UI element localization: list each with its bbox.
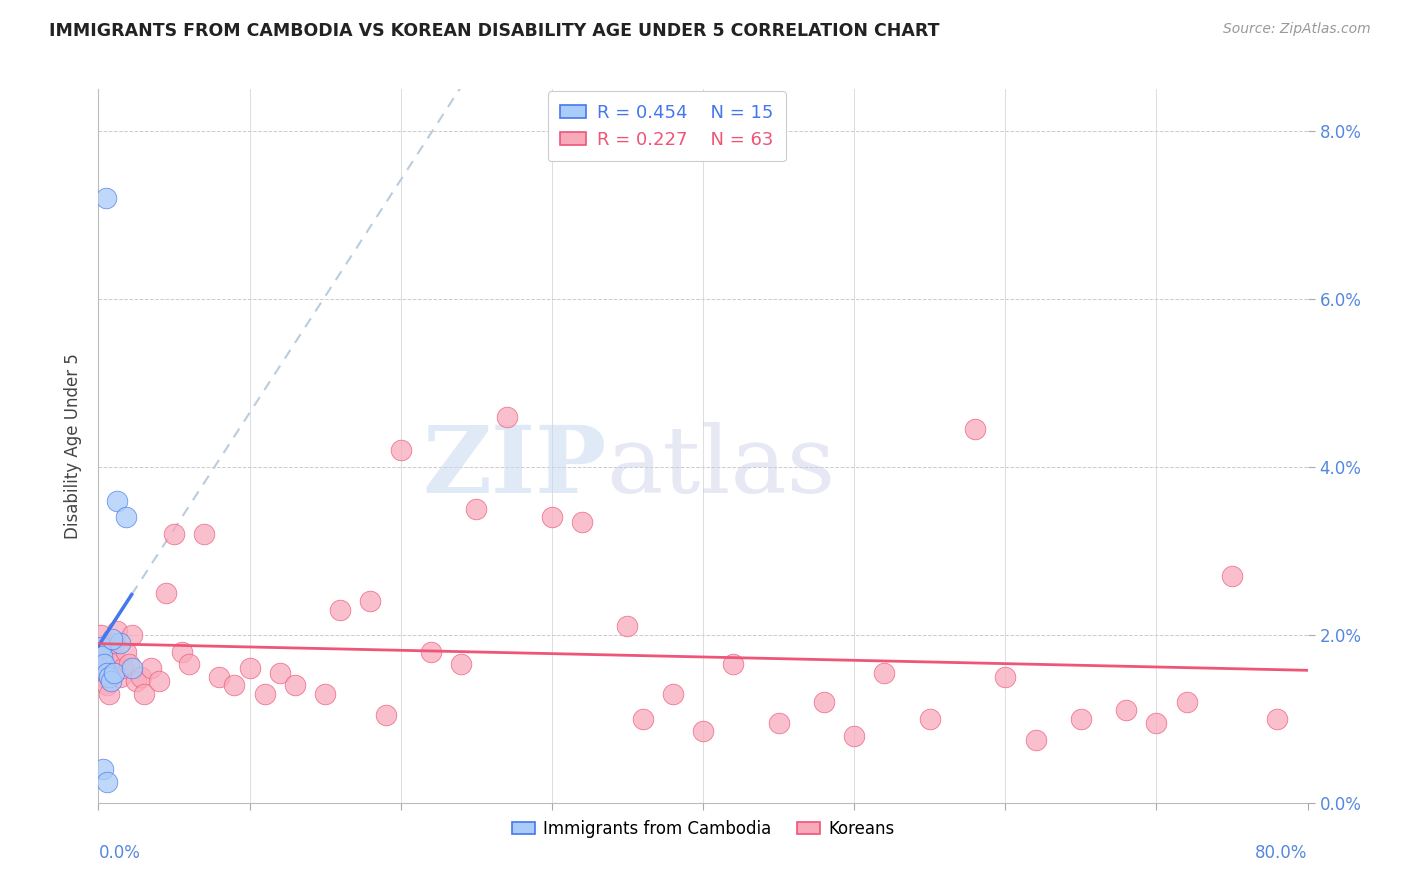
Point — [965, 422, 987, 436]
Point — [155, 586, 177, 600]
Point — [103, 665, 125, 680]
Point — [101, 657, 124, 672]
Point — [495, 409, 517, 424]
Point — [148, 674, 170, 689]
Point — [420, 645, 443, 659]
Point — [239, 661, 262, 675]
Point — [193, 527, 215, 541]
Point — [918, 712, 941, 726]
Point — [692, 724, 714, 739]
Point — [114, 510, 136, 524]
Text: atlas: atlas — [606, 423, 835, 512]
Text: IMMIGRANTS FROM CAMBODIA VS KOREAN DISABILITY AGE UNDER 5 CORRELATION CHART: IMMIGRANTS FROM CAMBODIA VS KOREAN DISAB… — [49, 22, 939, 40]
Point — [132, 687, 155, 701]
Point — [723, 657, 745, 672]
Text: ZIP: ZIP — [422, 423, 606, 512]
Point — [96, 678, 118, 692]
Point — [844, 729, 866, 743]
Point — [873, 665, 896, 680]
Point — [540, 510, 562, 524]
Point — [121, 661, 143, 675]
Point — [105, 624, 128, 638]
Text: 0.0%: 0.0% — [98, 845, 141, 863]
Text: 80.0%: 80.0% — [1256, 845, 1308, 863]
Point — [90, 628, 112, 642]
Point — [91, 653, 114, 667]
Point — [125, 674, 148, 689]
Point — [1175, 695, 1198, 709]
Point — [114, 645, 136, 659]
Point — [994, 670, 1017, 684]
Point — [100, 674, 122, 689]
Point — [105, 493, 128, 508]
Point — [661, 687, 683, 701]
Point — [269, 665, 291, 680]
Point — [450, 657, 472, 672]
Point — [118, 657, 141, 672]
Point — [91, 648, 114, 663]
Point — [98, 687, 121, 701]
Point — [360, 594, 382, 608]
Point — [141, 661, 163, 675]
Point — [170, 645, 193, 659]
Point — [465, 502, 488, 516]
Point — [91, 640, 114, 655]
Point — [1267, 712, 1289, 726]
Point — [94, 191, 117, 205]
Point — [129, 670, 152, 684]
Point — [768, 716, 790, 731]
Point — [329, 603, 352, 617]
Point — [100, 665, 122, 680]
Point — [93, 657, 115, 672]
Point — [108, 670, 131, 684]
Y-axis label: Disability Age Under 5: Disability Age Under 5 — [65, 353, 83, 539]
Text: Source: ZipAtlas.com: Source: ZipAtlas.com — [1223, 22, 1371, 37]
Point — [314, 687, 336, 701]
Point — [96, 774, 118, 789]
Point — [103, 648, 125, 663]
Point — [90, 640, 112, 655]
Point — [571, 515, 593, 529]
Point — [179, 657, 201, 672]
Point — [93, 670, 115, 684]
Point — [1024, 732, 1046, 747]
Point — [111, 661, 134, 675]
Point — [389, 443, 412, 458]
Point — [224, 678, 246, 692]
Point — [1146, 716, 1168, 731]
Point — [208, 670, 231, 684]
Point — [1115, 703, 1137, 717]
Point — [813, 695, 835, 709]
Point — [1220, 569, 1243, 583]
Point — [253, 687, 276, 701]
Legend: Immigrants from Cambodia, Koreans: Immigrants from Cambodia, Koreans — [505, 814, 901, 845]
Point — [631, 712, 654, 726]
Point — [616, 619, 638, 633]
Point — [374, 707, 396, 722]
Point — [284, 678, 307, 692]
Point — [163, 527, 186, 541]
Point — [121, 628, 143, 642]
Point — [1070, 712, 1092, 726]
Point — [91, 762, 114, 776]
Point — [101, 632, 124, 646]
Point — [104, 636, 127, 650]
Point — [98, 670, 121, 684]
Point — [94, 661, 117, 675]
Point — [108, 636, 131, 650]
Point — [96, 665, 118, 680]
